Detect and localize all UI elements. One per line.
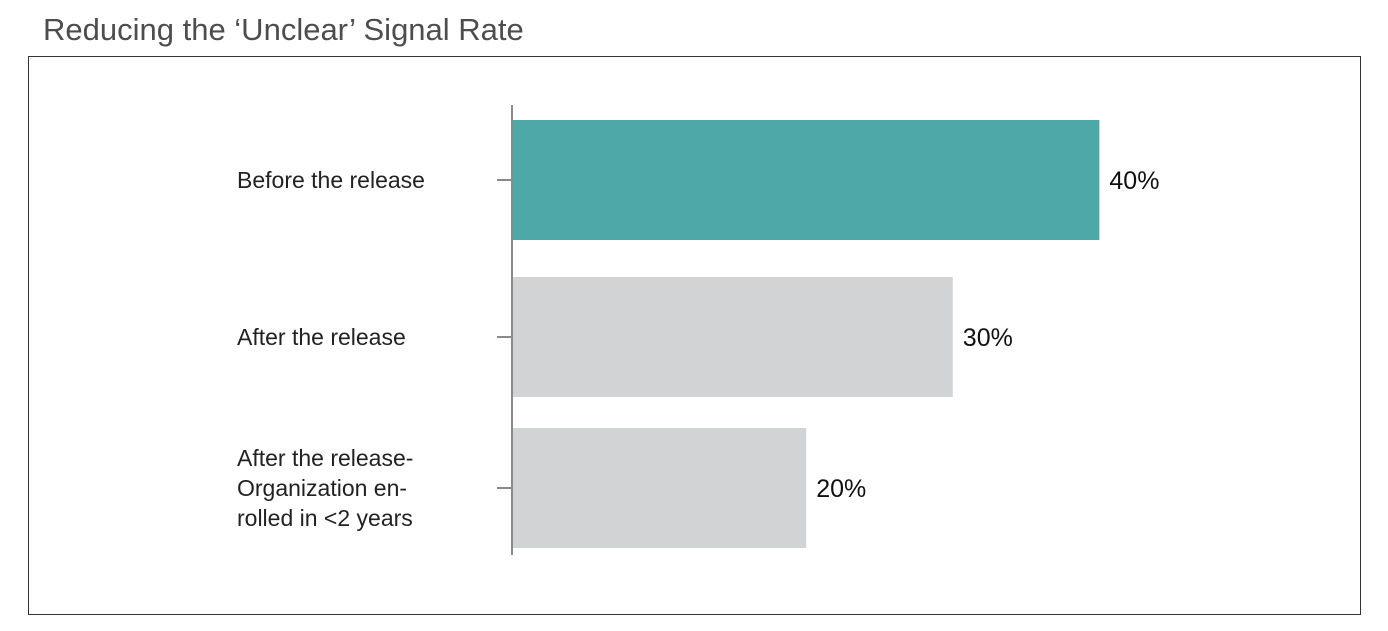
bar-2 — [513, 277, 953, 397]
value-label-3: 20% — [816, 475, 866, 503]
category-label-line: After the release — [237, 324, 406, 350]
bar-3 — [513, 428, 807, 548]
value-label-2: 30% — [963, 324, 1013, 352]
category-label-2: After the release — [237, 324, 406, 350]
value-label-1: 40% — [1109, 167, 1159, 195]
chart-frame — [28, 56, 1361, 615]
category-label-3: After the release- Organization en-rolled… — [237, 445, 413, 531]
bar-1 — [513, 120, 1100, 240]
category-label-1: Before the release — [237, 167, 425, 193]
category-label-line: After the release- — [237, 445, 413, 471]
category-label-line: Before the release — [237, 167, 425, 193]
chart-title: Reducing the ‘Unclear’ Signal Rate — [43, 12, 524, 47]
category-label-line: rolled in <2 years — [237, 505, 413, 531]
category-label-line: Organization en- — [237, 475, 407, 501]
